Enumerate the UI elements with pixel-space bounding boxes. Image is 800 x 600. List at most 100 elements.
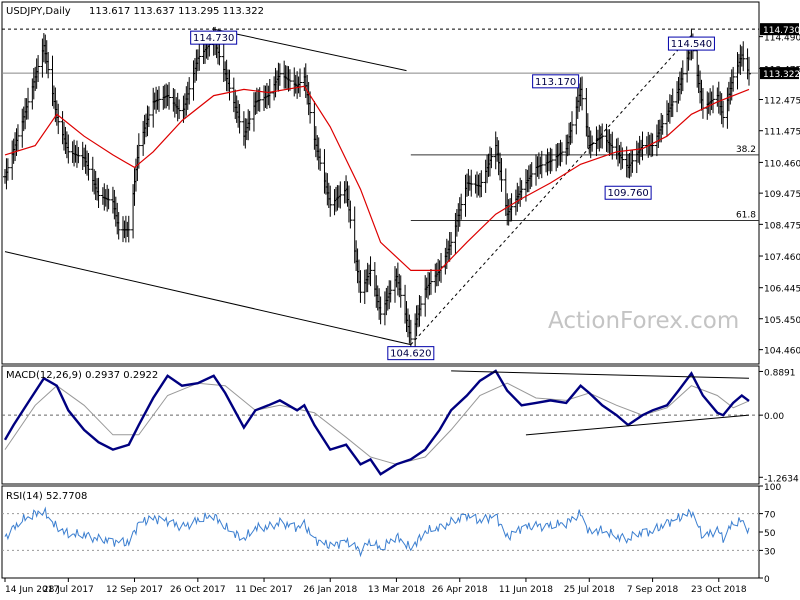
price-annotation-104.620: 104.620 <box>390 349 431 360</box>
x-axis-label: 26 Oct 2017 <box>170 585 226 595</box>
price-plot: 38.2 61.8 114.730 114.540 113.170 109.760 104.… <box>2 26 759 361</box>
ohlc-bar <box>741 41 746 72</box>
ohlc-bar <box>418 296 423 317</box>
ohlc-bar <box>277 63 282 86</box>
price-axis-label: 109.475 <box>764 190 800 200</box>
x-axis-label: 26 Apr 2018 <box>432 585 488 595</box>
ohlc-bar <box>600 123 605 149</box>
ohlc-bar <box>56 103 61 135</box>
symbol-label: USDJPY,Daily <box>6 6 71 17</box>
price-axis-label: 104.460 <box>764 347 800 357</box>
ohlc-bar <box>590 135 595 152</box>
ohlc-bar <box>217 42 222 66</box>
ohlc-bar <box>197 42 202 71</box>
rsi-axis-label: 30 <box>764 547 776 557</box>
ohlc-bar <box>660 114 665 135</box>
ohlc-bar <box>640 131 645 161</box>
price-tag-box <box>760 67 799 80</box>
x-axis-label: 11 Dec 2017 <box>235 585 293 595</box>
ohlc-bar <box>630 149 635 173</box>
price-axis-label: 106.445 <box>764 285 800 295</box>
macd-axis-label: 0.00 <box>764 412 784 422</box>
price-tag-114.730: 114.730 <box>763 26 800 36</box>
ohlc-bar <box>747 56 751 86</box>
price-annotation-box <box>387 346 435 361</box>
price-axis-label: 112.475 <box>764 97 800 107</box>
ohlc-bar <box>106 188 111 210</box>
ohlc-bar <box>318 148 323 171</box>
ohlc-readout: 113.617 113.637 113.295 113.322 <box>89 6 264 17</box>
rsi-line <box>4 506 750 558</box>
ohlc-bar <box>227 69 232 101</box>
price-axis-label: 111.475 <box>764 128 800 138</box>
macd-axis-label: -1.2634 <box>764 474 799 484</box>
macd-panel-frame <box>1 365 760 485</box>
price-annotation-box <box>190 30 238 45</box>
price-annotation-113.170: 113.170 <box>535 77 576 88</box>
price-annotation-114.540: 114.540 <box>671 39 712 50</box>
ohlc-bar <box>711 85 716 114</box>
ohlc-bar <box>126 215 131 243</box>
x-axis-label: 25 Jul 2018 <box>564 585 615 595</box>
ohlc-bar <box>650 133 655 157</box>
macd-trendline-0 <box>451 370 750 379</box>
x-axis-label: 13 Mar 2018 <box>368 585 425 595</box>
ohlc-bar <box>86 153 91 181</box>
ohlc-bar <box>328 185 333 217</box>
price-tag-113.322: 113.322 <box>763 70 800 80</box>
ohlc-bar <box>509 193 514 222</box>
axes: 114.490113.475112.475111.475110.460109.4… <box>4 23 800 595</box>
macd-line <box>3 369 750 476</box>
ohlc-bar <box>287 69 292 91</box>
trendline-2 <box>410 34 692 345</box>
price-tag-box <box>760 23 799 36</box>
moving-average-line <box>4 85 750 271</box>
trendline-0 <box>213 28 407 72</box>
price-annotation-114.730: 114.730 <box>193 33 234 44</box>
ohlc-bar <box>136 133 141 169</box>
trendline-1 <box>4 251 411 346</box>
ohlc-bar <box>388 280 393 303</box>
x-axis-label: 26 Jan 2018 <box>303 585 357 595</box>
rsi-axis-label: 70 <box>764 511 776 521</box>
watermark: ActionForex.com <box>548 308 739 334</box>
ohlc-bar <box>146 106 151 128</box>
macd-axis-label: 0.8891 <box>764 368 796 378</box>
ohlc-bar <box>267 79 272 109</box>
ohlc-bar <box>237 104 242 134</box>
ohlc-bar <box>247 110 252 131</box>
rsi-plot <box>2 506 759 558</box>
ohlc-bar <box>156 86 161 112</box>
price-axis-label: 105.450 <box>764 316 800 326</box>
ohlc-bar <box>459 193 464 220</box>
ohlc-bar <box>449 232 454 256</box>
ohlc-bar <box>308 91 313 124</box>
ohlc-bar <box>731 66 736 92</box>
macd-plot <box>2 369 759 476</box>
ohlc-bar <box>408 319 413 351</box>
price-annotation-109.760: 109.760 <box>607 188 648 199</box>
rsi-axis-label: 50 <box>764 529 776 539</box>
price-axis-label: 108.475 <box>764 221 800 231</box>
ohlc-bar <box>529 162 534 187</box>
price-annotation-box <box>532 74 580 89</box>
price-axis-label: 114.490 <box>764 34 800 44</box>
ohlc-bar <box>670 88 675 117</box>
ohlc-bar <box>549 148 554 172</box>
ohlc-bar <box>489 147 494 169</box>
ohlc-bar <box>15 124 20 151</box>
rsi-panel-frame <box>1 485 760 579</box>
fib-label-61.8: 61.8 <box>736 210 756 220</box>
ohlc-bar <box>368 256 373 287</box>
rsi-axis-label: 100 <box>764 483 781 493</box>
ohlc-bar <box>358 270 363 303</box>
ohlc-bar <box>680 60 685 92</box>
x-axis-label: 23 Oct 2018 <box>691 585 747 595</box>
price-axis-label: 107.460 <box>764 253 800 263</box>
ohlc-bar <box>26 87 31 120</box>
price-axis-label: 110.460 <box>764 159 800 169</box>
ohlc-bar <box>499 158 504 192</box>
ohlc-bar <box>580 76 585 111</box>
macd-trendline-1 <box>525 414 750 436</box>
